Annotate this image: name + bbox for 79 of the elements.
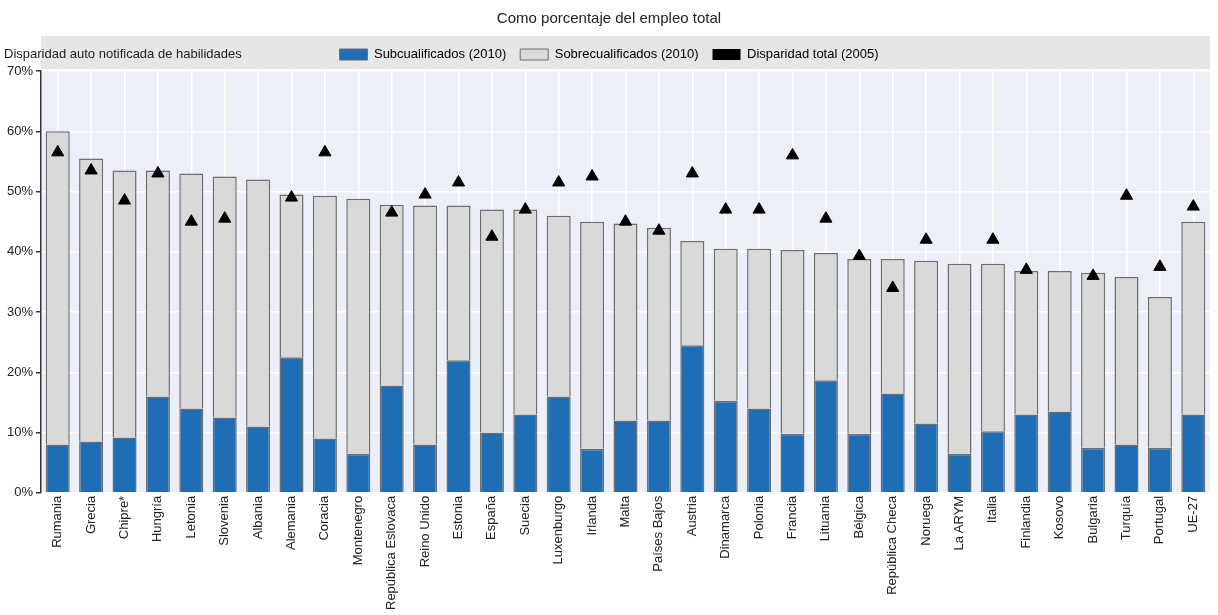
point [785, 147, 800, 160]
x-tick-label: Países Bajos [650, 495, 666, 572]
x-tick-label: Malta [617, 495, 633, 528]
x-tick-label: Turquía [1118, 495, 1134, 541]
x-tick-label: Polonia [750, 495, 766, 540]
point [618, 214, 633, 226]
point [184, 214, 198, 226]
x-tick-label: Slovenia [216, 495, 232, 546]
y-axis-title: Disparidad auto notificada de habilidades [4, 46, 243, 62]
point [1019, 262, 1033, 274]
x-tick-label: Noruega [917, 495, 933, 546]
point [1153, 259, 1167, 271]
x-tick-label: Montenegro [349, 495, 365, 566]
y-tick-label: 0% [14, 484, 34, 500]
x-tick-label: Luxenburgo [550, 495, 566, 565]
x-tick-label: Francia [784, 495, 800, 540]
point [1186, 199, 1200, 211]
y-tick-label: 50% [6, 183, 34, 199]
point [852, 248, 866, 260]
point [886, 280, 900, 292]
y-tick-label: 70% [6, 62, 34, 78]
y-tick-label: 10% [6, 424, 34, 440]
x-tick-label: UE-27 [1184, 495, 1200, 533]
point [151, 165, 165, 178]
y-tick-label: 40% [6, 243, 34, 259]
point [986, 232, 1000, 244]
point [51, 144, 65, 157]
x-tick-label: Reino Unido [416, 495, 432, 568]
x-tick-label: Letonia [182, 495, 198, 539]
x-tick-label: Hungría [149, 495, 165, 543]
x-tick-label: Portugal [1151, 495, 1167, 545]
x-tick-label: Kosovo [1051, 495, 1067, 540]
x-tick-label: Bélgica [850, 495, 866, 539]
x-tick-label: Rumania [49, 495, 65, 548]
x-tick-label: Lituania [817, 495, 833, 542]
x-tick-label: República Eslovaca [383, 495, 399, 611]
point [485, 229, 499, 241]
x-tick-label: Bulgaria [1084, 495, 1100, 544]
x-tick-label: Coracia [316, 495, 332, 541]
y-tick-label: 60% [6, 122, 34, 138]
x-tick-label: Grecia [82, 495, 98, 535]
point [117, 193, 132, 205]
point [819, 211, 833, 223]
x-tick-label: Albania [249, 495, 265, 540]
x-tick-label: Italia [984, 495, 1000, 524]
x-tick-label: España [483, 495, 499, 540]
x-tick-label: La ARYM [951, 495, 967, 551]
point [284, 190, 299, 202]
x-tick-label: Dinamarca [717, 495, 733, 559]
x-tick-label: Chipre* [116, 495, 132, 540]
point [652, 223, 666, 235]
point [451, 174, 466, 187]
chart-title: Como porcentaje del empleo total [496, 9, 722, 27]
point [1119, 188, 1134, 200]
y-tick-label: 20% [6, 363, 34, 379]
point [719, 202, 733, 214]
y-tick-label: 30% [6, 303, 34, 319]
x-tick-label: Estonia [450, 495, 466, 540]
point [685, 165, 699, 178]
x-tick-label: Suecia [516, 495, 532, 536]
legend-label: Disparidad total (2005) [747, 46, 879, 62]
legend-label: Subcualificados (2010) [373, 46, 507, 62]
x-tick-label: Finlandia [1017, 495, 1033, 549]
point [552, 174, 566, 187]
point [585, 168, 599, 181]
point [518, 202, 532, 214]
point [218, 211, 232, 223]
x-tick-label: Austria [683, 495, 699, 537]
point [1086, 268, 1100, 280]
x-tick-label: Alemania [283, 495, 299, 551]
point [752, 202, 766, 214]
point [385, 205, 399, 217]
point [84, 162, 98, 175]
x-tick-label: Irlanda [583, 495, 599, 536]
point [418, 187, 432, 199]
point [919, 232, 933, 244]
legend-label: Sobrecualificados (2010) [554, 46, 699, 62]
x-tick-label: República Checa [884, 495, 900, 595]
point [318, 144, 332, 157]
